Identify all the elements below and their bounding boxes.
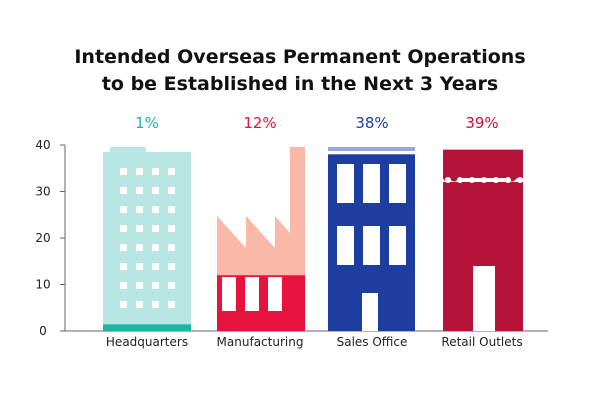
y-tick-label: 20	[35, 231, 50, 245]
headquarters-window	[152, 187, 159, 194]
headquarters-window	[168, 206, 175, 213]
sales-office-window	[363, 164, 380, 203]
headquarters-window	[168, 168, 175, 175]
headquarters-building	[103, 147, 191, 331]
headquarters-window	[152, 206, 159, 213]
headquarters-window	[120, 263, 127, 270]
headquarters-window	[168, 187, 175, 194]
data-label: 38%	[355, 114, 388, 132]
chart-labels: Headquarters Manufacturing Sales Office Ret…	[106, 114, 523, 349]
headquarters-window	[136, 263, 143, 270]
sales-office-window	[389, 164, 406, 203]
headquarters-window	[152, 225, 159, 232]
manufacturing-window	[245, 277, 259, 311]
headquarters-window	[136, 244, 143, 251]
headquarters-window	[136, 187, 143, 194]
sales-office-window	[389, 226, 406, 265]
data-label: 12%	[243, 114, 276, 132]
x-tick-label: Retail Outlets	[441, 335, 522, 349]
sales-office-door	[362, 293, 378, 331]
x-tick-label: Sales Office	[337, 335, 408, 349]
headquarters-window	[168, 301, 175, 308]
headquarters-window	[152, 263, 159, 270]
retail-outlets-awning-scallop	[505, 177, 511, 183]
y-tick-label: 30	[35, 185, 50, 199]
headquarters-window	[120, 282, 127, 289]
chart-title: Intended Overseas Permanent Operations t…	[0, 44, 600, 98]
retail-outlets-awning-scallop	[481, 177, 487, 183]
y-tick-label: 10	[35, 278, 50, 292]
headquarters-window	[120, 206, 127, 213]
headquarters-window	[168, 282, 175, 289]
headquarters-window	[136, 168, 143, 175]
manufacturing-window	[268, 277, 282, 311]
headquarters-window	[120, 225, 127, 232]
headquarters-window	[136, 206, 143, 213]
retail-outlets-awning-scallop	[445, 177, 451, 183]
retail-outlets-awning-scallop	[457, 177, 463, 183]
retail-outlets-awning	[443, 149, 523, 182]
manufacturing-window	[222, 277, 236, 311]
headquarters-window	[136, 301, 143, 308]
headquarters-window	[136, 282, 143, 289]
headquarters-window	[168, 244, 175, 251]
bar-sales-office	[328, 147, 415, 331]
data-label: 1%	[135, 114, 159, 132]
headquarters-window	[168, 263, 175, 270]
headquarters-window	[152, 301, 159, 308]
headquarters-value-bar	[103, 324, 191, 331]
headquarters-window	[152, 282, 159, 289]
y-tick-label: 0	[39, 324, 47, 338]
sales-office-roof	[328, 147, 415, 151]
headquarters-window	[152, 168, 159, 175]
retail-outlets-door	[473, 266, 495, 331]
retail-outlets-awning-scallop	[517, 177, 523, 183]
bar-manufacturing	[217, 147, 305, 331]
bar-headquarters	[103, 147, 191, 331]
sales-office-window	[337, 226, 354, 265]
manufacturing-building	[217, 147, 305, 276]
retail-outlets-awning-scallop	[469, 177, 475, 183]
sales-office-window	[363, 226, 380, 265]
headquarters-window	[120, 168, 127, 175]
retail-outlets-awning-scallop	[493, 177, 499, 183]
headquarters-window	[120, 187, 127, 194]
headquarters-window	[136, 225, 143, 232]
chart-title-line-1: Intended Overseas Permanent Operations	[74, 46, 526, 68]
y-tick-label: 40	[35, 138, 50, 152]
chart-buildings	[103, 147, 523, 331]
x-tick-label: Headquarters	[106, 335, 188, 349]
headquarters-window	[120, 244, 127, 251]
headquarters-window	[168, 225, 175, 232]
x-tick-label: Manufacturing	[217, 335, 304, 349]
headquarters-window	[152, 244, 159, 251]
sales-office-window	[337, 164, 354, 203]
chart-title-line-2: to be Established in the Next 3 Years	[101, 73, 499, 95]
headquarters-window	[120, 301, 127, 308]
bar-retail-outlets	[443, 149, 523, 331]
data-label: 39%	[465, 114, 498, 132]
